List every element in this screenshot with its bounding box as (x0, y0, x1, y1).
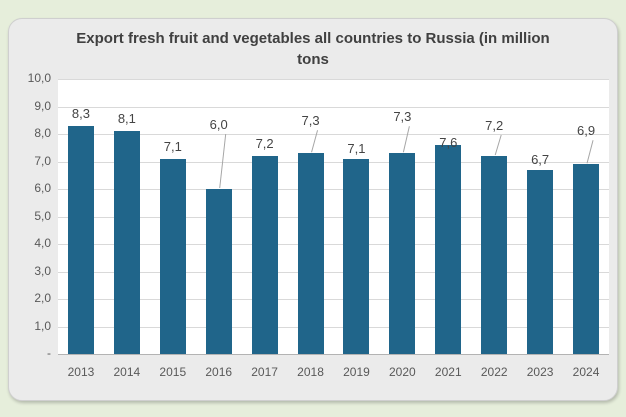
y-axis-tick-label: 7,0 (34, 153, 51, 168)
gridline (58, 326, 609, 328)
bar-value-label-2016: 6,0 (209, 117, 228, 132)
y-axis-tick-label: 9,0 (34, 98, 51, 113)
plot-area: 8,3 8,1 7,1 6,0 7,2 7,3 7,1 7,3 7,6 7,2 6,7 6,9 (58, 79, 609, 355)
x-axis-label-2019: 2019 (343, 365, 370, 379)
chart-card: Export fresh fruit and vegetables all co… (8, 18, 618, 401)
y-axis-tick-label: 1,0 (34, 318, 51, 333)
gridline (58, 189, 609, 190)
y-axis-tick-label: 8,0 (34, 126, 51, 140)
x-axis-label-2024: 2024 (572, 365, 600, 379)
bar-value-label-2018: 7,3 (301, 113, 320, 129)
x-axis-label-2017: 2017 (251, 365, 278, 379)
bar-2016 (205, 189, 232, 354)
gridline (58, 216, 609, 218)
bar-2014 (113, 131, 140, 354)
gridline (58, 271, 609, 273)
chart-title: Export fresh fruit and vegetables all co… (76, 30, 550, 68)
y-axis-tick-label: 5,0 (34, 208, 51, 223)
y-axis-tick-label: 6,0 (34, 181, 51, 195)
x-axis-line (58, 354, 609, 355)
x-axis-label-2013: 2013 (67, 365, 95, 379)
x-axis-label-2021: 2021 (434, 365, 462, 379)
bar-value-label-2024: 6,9 (576, 123, 596, 139)
x-axis-label-2015: 2015 (159, 365, 187, 379)
y-axis-tick-label: - (47, 346, 51, 360)
bar-value-label-2015: 7,1 (163, 138, 182, 154)
gridline (58, 244, 609, 245)
bar-value-label-2013: 8,3 (71, 105, 90, 121)
bar-2020 (389, 153, 416, 354)
bar-2013 (67, 125, 94, 354)
bar-2023 (527, 169, 554, 354)
bar-value-label-2022: 7,2 (485, 118, 504, 133)
gridline (58, 161, 609, 163)
x-axis-label-2016: 2016 (205, 365, 233, 379)
bar-2015 (159, 158, 186, 354)
y-axis-tick-label: 10,0 (27, 71, 51, 85)
x-axis-label-2018: 2018 (297, 365, 324, 379)
bar-2018 (297, 153, 324, 354)
x-axis-label-2014: 2014 (113, 365, 141, 379)
bar-2019 (343, 158, 370, 354)
bar-2021 (435, 145, 462, 354)
bar-value-label-2020: 7,3 (393, 109, 412, 125)
gridline (58, 106, 609, 108)
bar-2024 (573, 164, 600, 354)
bar-value-label-2021: 7,6 (439, 135, 458, 150)
gridline (58, 134, 609, 135)
x-axis-label-2022: 2022 (480, 365, 508, 379)
y-axis-tick-label: 3,0 (34, 263, 51, 278)
x-axis-label-2020: 2020 (389, 365, 416, 379)
bar-value-label-2023: 6,7 (531, 151, 550, 167)
bar-2022 (481, 156, 508, 354)
bar-value-label-2019: 7,1 (347, 140, 366, 156)
bar-value-label-2014: 8,1 (117, 111, 136, 127)
y-axis-tick-label: 4,0 (34, 236, 51, 250)
x-axis-label-2023: 2023 (526, 365, 554, 379)
bar-value-label-2017: 7,2 (255, 136, 274, 151)
bar-2017 (251, 156, 278, 354)
gridline (58, 299, 609, 300)
gridline (58, 79, 609, 80)
y-axis-tick-label: 2,0 (34, 291, 51, 305)
